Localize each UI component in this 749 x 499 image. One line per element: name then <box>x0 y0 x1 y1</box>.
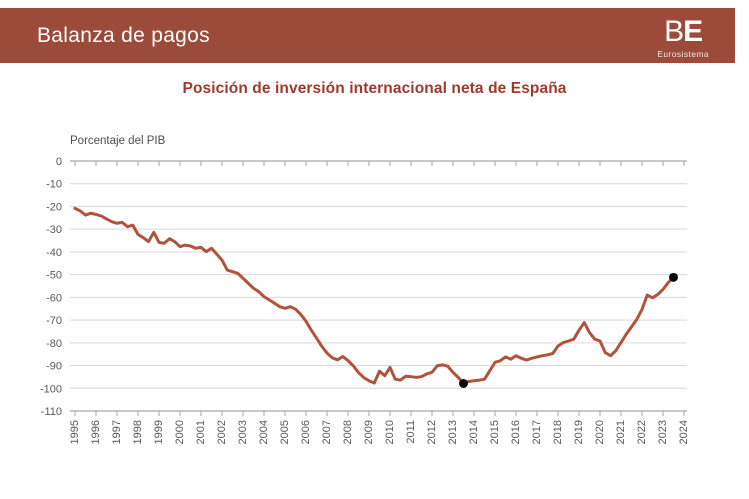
x-tick-label: 2006 <box>300 420 312 444</box>
be-logo-e: E <box>683 15 703 48</box>
be-logo-subtext: Eurosistema <box>657 49 709 59</box>
y-tick-label: -80 <box>46 338 62 350</box>
x-tick-label: 2002 <box>216 420 228 444</box>
niip-line <box>73 206 675 385</box>
x-tick-label: 2001 <box>195 420 207 444</box>
x-tick-label: 1995 <box>69 420 81 444</box>
x-tick-label: 2012 <box>426 420 438 444</box>
page-title: Balanza de pagos <box>37 23 210 47</box>
x-tick-label: 2015 <box>489 420 501 444</box>
marker-dot <box>459 379 468 388</box>
y-tick-label: 0 <box>56 156 62 168</box>
y-tick-label: -110 <box>41 406 62 418</box>
y-tick-label: -20 <box>46 201 62 213</box>
x-tick-label: 2023 <box>657 420 669 444</box>
x-tick-label: 1998 <box>132 420 144 444</box>
x-tick-label: 2011 <box>405 420 417 444</box>
marker-dot <box>669 272 678 282</box>
x-tick-label: 2009 <box>363 420 375 444</box>
y-tick-label: -70 <box>46 315 62 327</box>
x-tick-label: 2022 <box>636 420 648 444</box>
y-tick-label: -30 <box>46 224 62 236</box>
x-tick-label: 2013 <box>447 420 459 444</box>
x-tick-label: 2019 <box>573 420 585 444</box>
x-tick-label: 2000 <box>174 420 186 444</box>
be-logo-b: B <box>664 15 684 48</box>
x-tick-label: 2016 <box>510 420 522 444</box>
x-tick-label: 2008 <box>342 420 354 444</box>
y-tick-label: -40 <box>46 247 62 259</box>
x-tick-label: 2020 <box>594 420 606 444</box>
x-tick-label: 2007 <box>321 420 333 444</box>
be-logo-letters: BE <box>657 17 709 47</box>
axis-caption: Porcentaje del PIB <box>70 135 166 147</box>
header-bar: Balanza de pagos BE Eurosistema <box>0 8 735 63</box>
x-tick-label: 2005 <box>279 420 291 444</box>
y-tick-label: -10 <box>46 179 62 191</box>
y-tick-label: -100 <box>40 383 62 395</box>
x-tick-label: 2010 <box>384 420 396 444</box>
x-tick-label: 1997 <box>111 420 123 444</box>
x-tick-label: 2021 <box>615 420 627 444</box>
y-tick-label: -50 <box>46 270 62 282</box>
y-tick-label: -90 <box>46 361 62 373</box>
x-tick-label: 2017 <box>531 420 543 444</box>
x-tick-label: 1996 <box>90 420 102 444</box>
be-logo: BE Eurosistema <box>657 17 709 60</box>
x-tick-label: 2004 <box>258 420 270 444</box>
x-tick-label: 2014 <box>468 420 480 444</box>
x-tick-label: 2024 <box>678 420 690 444</box>
chart-title: Posición de inversión internacional neta… <box>182 80 567 97</box>
x-tick-label: 2003 <box>237 420 249 444</box>
x-tick-label: 1999 <box>153 420 165 444</box>
x-tick-label: 2018 <box>552 420 564 444</box>
y-tick-label: -60 <box>46 292 62 304</box>
